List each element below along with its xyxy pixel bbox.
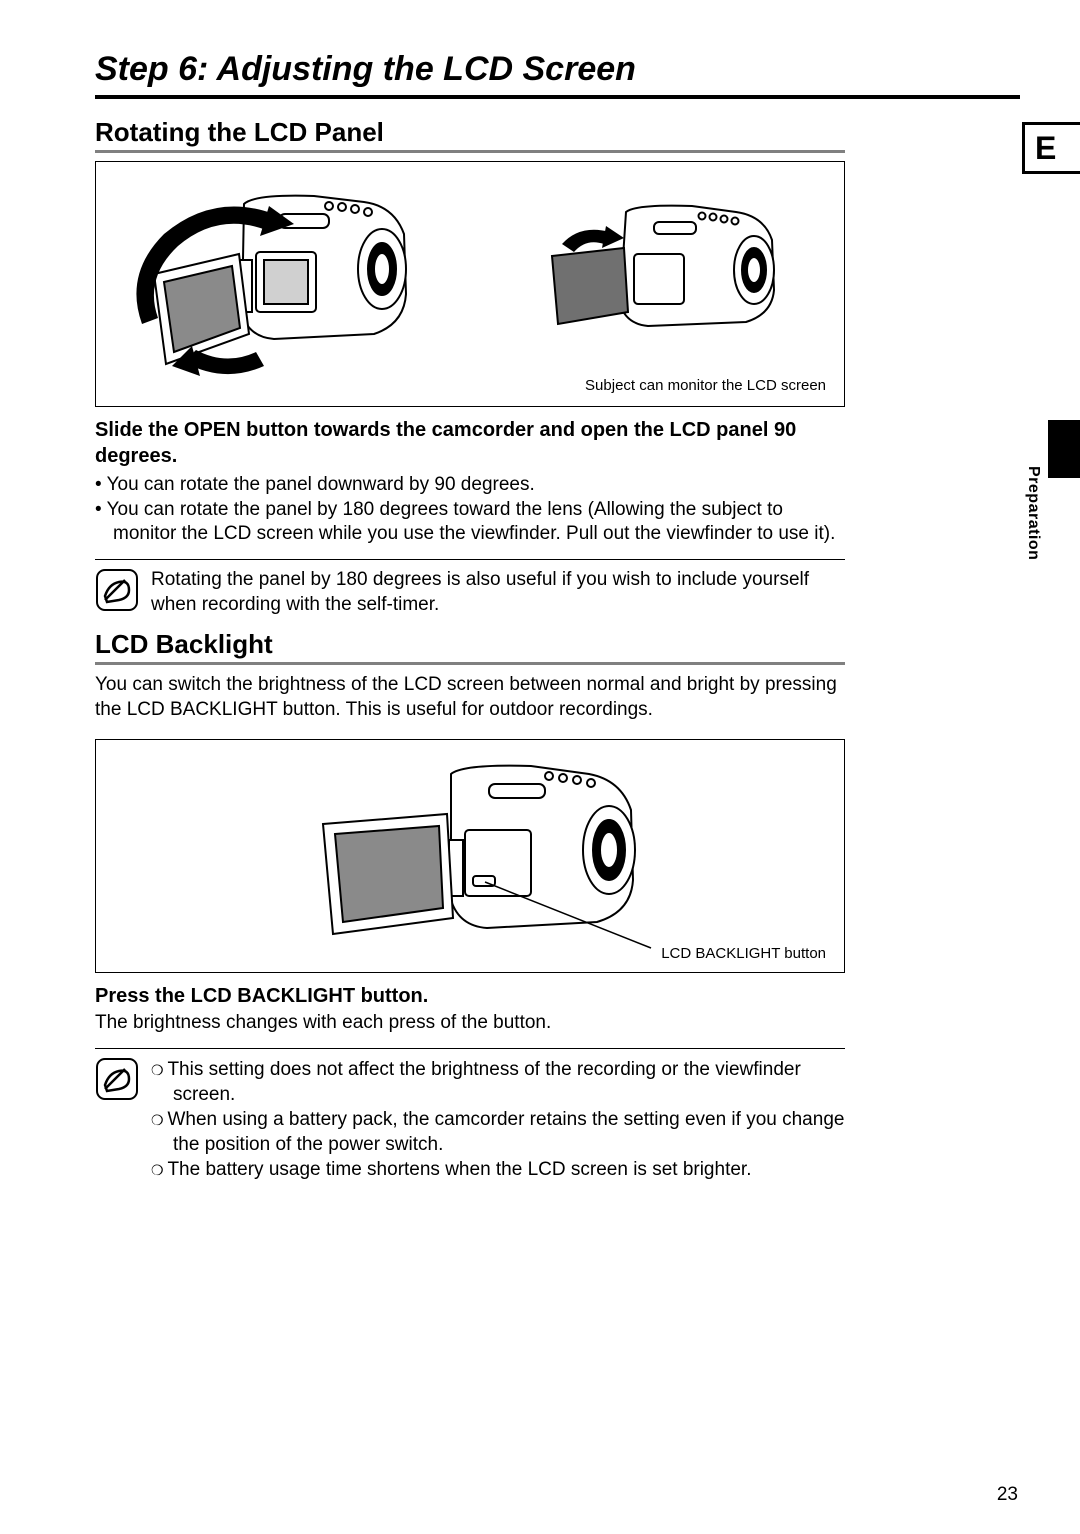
camcorder-illustration-right [506, 192, 816, 352]
camcorder-illustration-left [114, 174, 444, 400]
side-section-label: Preparation [1024, 466, 1042, 560]
language-tab: E [1022, 122, 1080, 174]
section-heading-backlight: LCD Backlight [95, 629, 845, 665]
instruction-open-panel: Slide the OPEN button towards the camcor… [95, 417, 845, 469]
rotation-bullet-list: You can rotate the panel downward by 90 … [95, 473, 845, 547]
figure-rotating-panel: Subject can monitor the LCD screen [95, 161, 845, 407]
list-item: You can rotate the panel by 180 degrees … [95, 498, 845, 547]
divider [95, 559, 845, 560]
page-title: Step 6: Adjusting the LCD Screen [95, 50, 1020, 99]
list-item: The battery usage time shortens when the… [151, 1157, 845, 1182]
instruction-press-backlight: Press the LCD BACKLIGHT button. [95, 983, 845, 1009]
backlight-intro: You can switch the brightness of the LCD… [95, 673, 845, 722]
list-item: When using a battery pack, the camcorder… [151, 1107, 845, 1157]
note-backlight: This setting does not affect the brightn… [95, 1057, 845, 1182]
figure-caption: Subject can monitor the LCD screen [585, 377, 826, 394]
backlight-after-text: The brightness changes with each press o… [95, 1011, 845, 1036]
note-self-timer: Rotating the panel by 180 degrees is als… [95, 568, 845, 617]
figure-backlight: LCD BACKLIGHT button [95, 739, 845, 973]
list-item: You can rotate the panel downward by 90 … [95, 473, 845, 498]
figure-backlight-label: LCD BACKLIGHT button [661, 945, 826, 962]
section-thumb-tab [1048, 420, 1080, 478]
page-number: 23 [997, 1484, 1018, 1506]
divider [95, 1048, 845, 1049]
camcorder-illustration-backlight [291, 750, 661, 964]
note-icon [95, 1057, 139, 1101]
note-icon [95, 568, 139, 612]
section-heading-rotating: Rotating the LCD Panel [95, 117, 845, 153]
backlight-note-list: This setting does not affect the brightn… [151, 1057, 845, 1182]
list-item: This setting does not affect the brightn… [151, 1057, 845, 1107]
note-text: Rotating the panel by 180 degrees is als… [151, 568, 845, 617]
